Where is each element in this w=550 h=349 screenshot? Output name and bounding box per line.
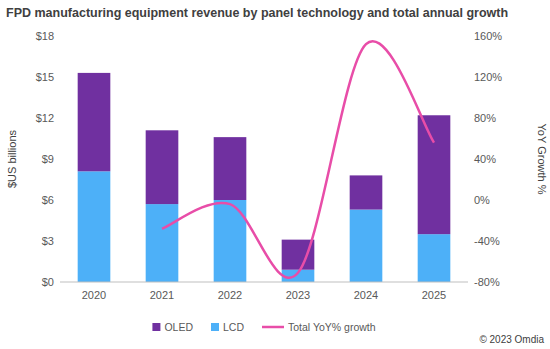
x-tick-label: 2021 xyxy=(150,289,174,301)
bar xyxy=(146,204,179,282)
y-axis-title: $US billions xyxy=(6,129,18,188)
legend-swatch xyxy=(211,323,219,331)
x-tick-label: 2024 xyxy=(354,289,378,301)
legend-label: LCD xyxy=(223,321,244,333)
legend-label: OLED xyxy=(164,321,193,333)
legend-swatch xyxy=(152,323,160,331)
y2-axis-title: YoY Growth % xyxy=(536,124,548,195)
bar xyxy=(350,210,383,282)
y2-tick-label: -80% xyxy=(474,276,500,288)
y-tick-label: $18 xyxy=(36,30,54,42)
x-tick-label: 2022 xyxy=(218,289,242,301)
y2-tick-label: 80% xyxy=(474,112,496,124)
y-tick-label: $3 xyxy=(42,235,54,247)
legend-label: Total YoY% growth xyxy=(288,321,376,333)
chart: FPD manufacturing equipment revenue by p… xyxy=(0,0,550,349)
plot-area xyxy=(78,41,451,282)
background xyxy=(0,0,550,349)
legend-item: OLED xyxy=(152,321,193,333)
y-tick-label: $6 xyxy=(42,194,54,206)
y2-tick-label: 160% xyxy=(474,30,502,42)
bar xyxy=(418,234,451,282)
x-tick-label: 2020 xyxy=(82,289,106,301)
y2-tick-label: 0% xyxy=(474,194,490,206)
legend-item: Total YoY% growth xyxy=(262,321,376,333)
legend-item: LCD xyxy=(211,321,244,333)
y-tick-label: $0 xyxy=(42,276,54,288)
source: © 2023 Omdia xyxy=(479,334,544,345)
y-tick-label: $12 xyxy=(36,112,54,124)
bar xyxy=(146,130,179,204)
line xyxy=(162,41,434,278)
y-tick-label: $9 xyxy=(42,153,54,165)
bar xyxy=(78,171,111,282)
y2-tick-label: 40% xyxy=(474,153,496,165)
bar xyxy=(350,175,383,209)
x-tick-label: 2023 xyxy=(286,289,310,301)
x-axis xyxy=(60,282,468,283)
y2-tick-label: -40% xyxy=(474,235,500,247)
title: FPD manufacturing equipment revenue by p… xyxy=(6,6,508,20)
legend: OLED LCD Total YoY% growth xyxy=(152,321,375,333)
legend-swatch xyxy=(262,326,284,329)
bar xyxy=(214,137,247,200)
y2-tick-label: 120% xyxy=(474,71,502,83)
bar xyxy=(418,115,451,234)
y-tick-label: $15 xyxy=(36,71,54,83)
x-tick-label: 2025 xyxy=(422,289,446,301)
bar xyxy=(78,73,111,171)
